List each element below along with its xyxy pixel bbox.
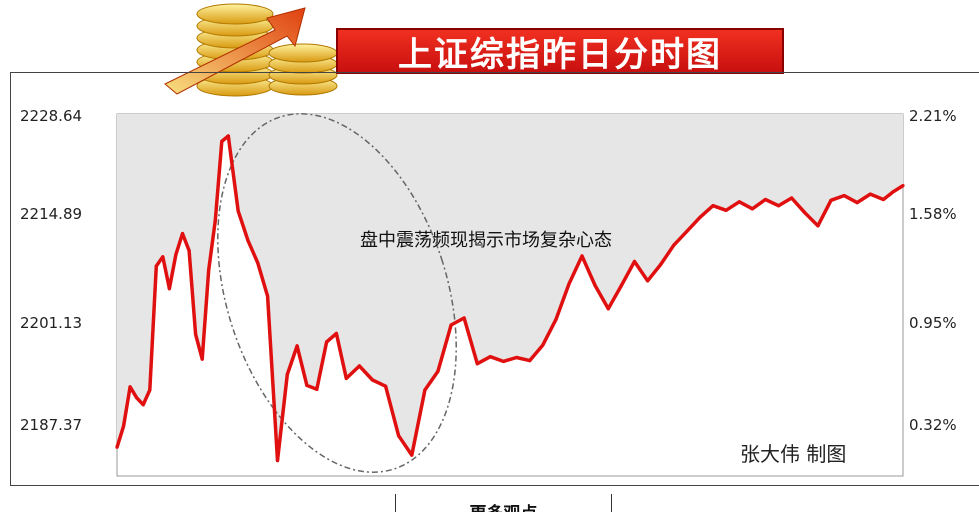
data-point-14	[207, 268, 211, 272]
data-point-59	[737, 200, 741, 204]
data-point-50	[619, 283, 624, 288]
data-point-62	[776, 204, 781, 208]
data-point-12	[194, 332, 198, 336]
y-tick-left-3: 2187.37	[20, 416, 82, 434]
data-point-26	[315, 387, 319, 391]
data-point-69	[868, 192, 872, 196]
data-point-60	[750, 207, 755, 211]
data-point-25	[305, 383, 309, 387]
data-point-43	[528, 359, 532, 363]
data-point-23	[285, 372, 289, 377]
y-tick-left-1: 2214.89	[20, 205, 82, 223]
data-point-0	[115, 445, 119, 449]
data-point-32	[384, 384, 388, 388]
data-point-57	[711, 204, 715, 208]
data-point-13	[200, 357, 204, 361]
data-point-27	[325, 340, 329, 344]
data-point-19	[246, 239, 250, 243]
data-point-16	[220, 139, 224, 143]
data-point-51	[632, 259, 637, 264]
data-point-48	[593, 283, 597, 288]
data-point-56	[698, 215, 702, 219]
data-point-46	[567, 282, 571, 286]
data-point-55	[685, 229, 689, 233]
data-point-18	[236, 209, 240, 213]
data-point-40	[488, 355, 492, 359]
data-point-38	[462, 316, 466, 320]
chart-frame	[10, 72, 979, 486]
data-point-4	[141, 403, 145, 407]
data-point-31	[370, 378, 375, 382]
data-point-1	[121, 424, 126, 428]
data-point-72	[901, 184, 905, 188]
y-tick-right-1: 1.58%	[909, 205, 957, 223]
data-point-34	[410, 453, 414, 457]
data-point-67	[842, 194, 846, 198]
data-point-45	[554, 318, 558, 322]
data-point-15	[213, 218, 217, 222]
data-point-61	[763, 197, 768, 202]
y-tick-left-0: 2228.64	[20, 107, 82, 125]
data-point-8	[167, 287, 171, 291]
chart-title-banner: 上证综指昨日分时图	[336, 28, 784, 75]
data-point-3	[135, 396, 139, 400]
data-point-54	[672, 243, 676, 247]
data-point-29	[344, 376, 348, 380]
area-fill	[117, 114, 903, 461]
footer-section-label: 更多观点	[395, 494, 612, 512]
chart-credit: 张大伟 制图	[740, 442, 847, 466]
data-point-5	[148, 388, 152, 392]
y-tick-right-2: 0.95%	[909, 314, 957, 332]
data-point-63	[790, 196, 794, 200]
data-point-20	[256, 261, 260, 265]
y-tick-right-3: 0.32%	[909, 416, 957, 434]
data-point-37	[449, 323, 453, 327]
data-point-44	[541, 343, 545, 347]
data-point-9	[174, 252, 178, 257]
data-point-33	[397, 434, 401, 438]
data-point-71	[891, 190, 895, 194]
data-point-65	[816, 224, 820, 228]
data-point-22	[275, 458, 280, 463]
y-tick-left-2: 2201.13	[20, 314, 82, 332]
data-point-66	[829, 198, 833, 202]
data-point-41	[501, 359, 505, 363]
data-point-68	[855, 201, 859, 205]
data-point-36	[436, 369, 440, 373]
data-point-24	[295, 344, 299, 348]
data-point-53	[659, 263, 663, 267]
data-point-52	[646, 279, 650, 283]
data-point-28	[334, 331, 338, 336]
data-point-30	[357, 364, 361, 368]
data-point-2	[128, 385, 132, 389]
data-point-21	[266, 294, 270, 298]
data-point-10	[180, 232, 185, 236]
data-point-47	[580, 254, 584, 258]
data-point-35	[423, 388, 427, 392]
chart-annotation: 盘中震荡频现揭示市场复杂心态	[360, 230, 612, 251]
data-point-70	[881, 197, 886, 202]
data-point-42	[514, 355, 519, 360]
y-tick-right-0: 2.21%	[909, 107, 957, 125]
data-point-17	[226, 134, 230, 138]
data-point-39	[475, 362, 479, 366]
data-point-7	[161, 255, 165, 259]
data-point-6	[154, 264, 158, 268]
chart-title: 上证综指昨日分时图	[398, 34, 722, 75]
highlight-ellipse	[217, 113, 457, 473]
data-point-49	[606, 307, 610, 311]
data-point-11	[187, 249, 191, 253]
data-point-64	[803, 211, 807, 215]
footer-text: 更多观点	[470, 504, 538, 512]
data-point-58	[724, 208, 728, 212]
